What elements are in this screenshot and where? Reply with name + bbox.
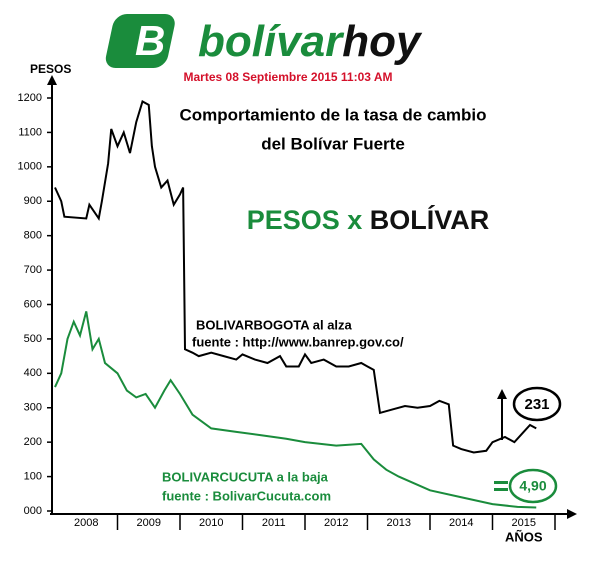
x-tick-label: 2012	[324, 517, 348, 529]
y-tick-label: 1200	[18, 92, 42, 104]
x-axis-label: AÑOS	[505, 529, 543, 544]
brand-name: bolívarhoy	[198, 17, 423, 66]
x-tick-label: 2014	[449, 517, 473, 529]
series-source: fuente : BolivarCucuta.com	[162, 488, 331, 503]
badge	[508, 468, 558, 504]
equals-sign	[494, 481, 508, 491]
y-tick-label: 200	[24, 436, 42, 448]
x-tick-label: 2009	[137, 517, 161, 529]
annotation: 4,90	[519, 478, 546, 494]
headline-part: BOLÍVAR	[370, 204, 490, 235]
y-tick-label: 100	[24, 470, 42, 482]
headline-part: PESOS x	[247, 205, 363, 235]
brand-part: hoy	[342, 17, 423, 66]
series-label: BOLIVARBOGOTA al alza	[196, 317, 353, 332]
y-tick-label: 000	[24, 505, 42, 517]
y-tick-label: 400	[24, 367, 42, 379]
y-tick-label: 600	[24, 298, 42, 310]
logo-icon: B	[105, 14, 175, 68]
date: Martes 08 Septiembre 2015 11:03 AM	[184, 70, 393, 84]
x-tick-label: 2013	[387, 517, 411, 529]
svg-text:B: B	[135, 17, 165, 64]
annotation: 231	[524, 396, 549, 413]
headline: PESOS x BOLÍVAR	[247, 204, 490, 235]
y-tick-label: 1100	[18, 126, 42, 138]
series-line	[54, 311, 537, 509]
badge	[512, 386, 562, 422]
y-tick-label: 300	[24, 402, 42, 414]
chart-subtitle: del Bolívar Fuerte	[261, 134, 405, 153]
x-tick-label: 2008	[74, 517, 98, 529]
y-tick-label: 700	[24, 264, 42, 276]
y-tick-label: 800	[24, 230, 42, 242]
x-tick-label: 2015	[512, 517, 536, 529]
series-label: BOLIVARCUCUTA a la baja	[162, 469, 329, 484]
y-tick-label: 500	[24, 333, 42, 345]
y-tick-label: 900	[24, 195, 42, 207]
series-line	[54, 99, 537, 454]
brand-part: bolívar	[198, 17, 345, 66]
y-axis-label: PESOS	[30, 62, 71, 76]
x-tick-label: 2010	[199, 517, 223, 529]
chart-title: Comportamiento de la tasa de cambio	[179, 105, 486, 124]
series-source: fuente : http://www.banrep.gov.co/	[192, 334, 404, 349]
x-tick-label: 2011	[262, 517, 286, 529]
y-tick-label: 1000	[18, 161, 42, 173]
